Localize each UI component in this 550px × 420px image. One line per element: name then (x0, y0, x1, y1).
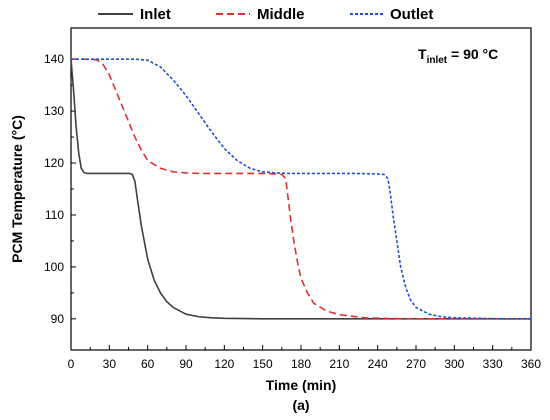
annotation-subscript: inlet (427, 55, 448, 66)
figure-caption: (a) (292, 397, 309, 413)
series-line-middle (71, 58, 531, 320)
series-line-inlet (70, 59, 531, 320)
x-tick-label: 360 (521, 357, 541, 371)
y-tick-label: 110 (45, 208, 64, 222)
y-axis-ticks: 90 100 110 120 130 140 (44, 52, 76, 326)
x-tick-label: 240 (368, 357, 388, 371)
x-tick-label: 90 (179, 357, 193, 371)
y-tick-label: 100 (44, 260, 64, 274)
legend-item-middle: Middle (216, 6, 305, 23)
x-tick-label: 60 (141, 357, 155, 371)
legend-label-middle: Middle (257, 6, 305, 23)
inlet-temperature-annotation: Tinlet = 90 °C (418, 46, 498, 66)
legend-item-outlet: Outlet (350, 6, 433, 23)
series-line-outlet (71, 58, 531, 320)
y-tick-label: 130 (44, 104, 64, 118)
legend-item-inlet: Inlet (98, 6, 171, 23)
series-lines (70, 58, 531, 320)
x-tick-label: 120 (214, 357, 234, 371)
legend-label-inlet: Inlet (140, 6, 171, 23)
legend: Inlet Middle Outlet (98, 6, 433, 23)
x-tick-label: 180 (291, 357, 311, 371)
x-axis-title: Time (min) (266, 377, 337, 393)
plot-frame (70, 27, 532, 351)
legend-label-outlet: Outlet (390, 6, 433, 23)
annotation-rest: = 90 °C (447, 46, 498, 62)
x-tick-label: 270 (406, 357, 426, 371)
x-tick-label: 30 (103, 357, 117, 371)
annotation-main: T (418, 46, 427, 62)
x-axis-ticks: 0 30 60 90 120 150 180 210 240 270 300 330 360 (68, 345, 541, 371)
y-tick-label: 120 (44, 156, 64, 170)
x-tick-label: 330 (483, 357, 503, 371)
x-tick-label: 150 (253, 357, 273, 371)
y-tick-label: 140 (44, 52, 64, 66)
y-axis-title: PCM Temperature (°C) (9, 115, 25, 263)
x-tick-label: 300 (444, 357, 464, 371)
x-tick-label: 0 (68, 357, 75, 371)
x-tick-label: 210 (329, 357, 349, 371)
y-tick-label: 90 (51, 312, 65, 326)
